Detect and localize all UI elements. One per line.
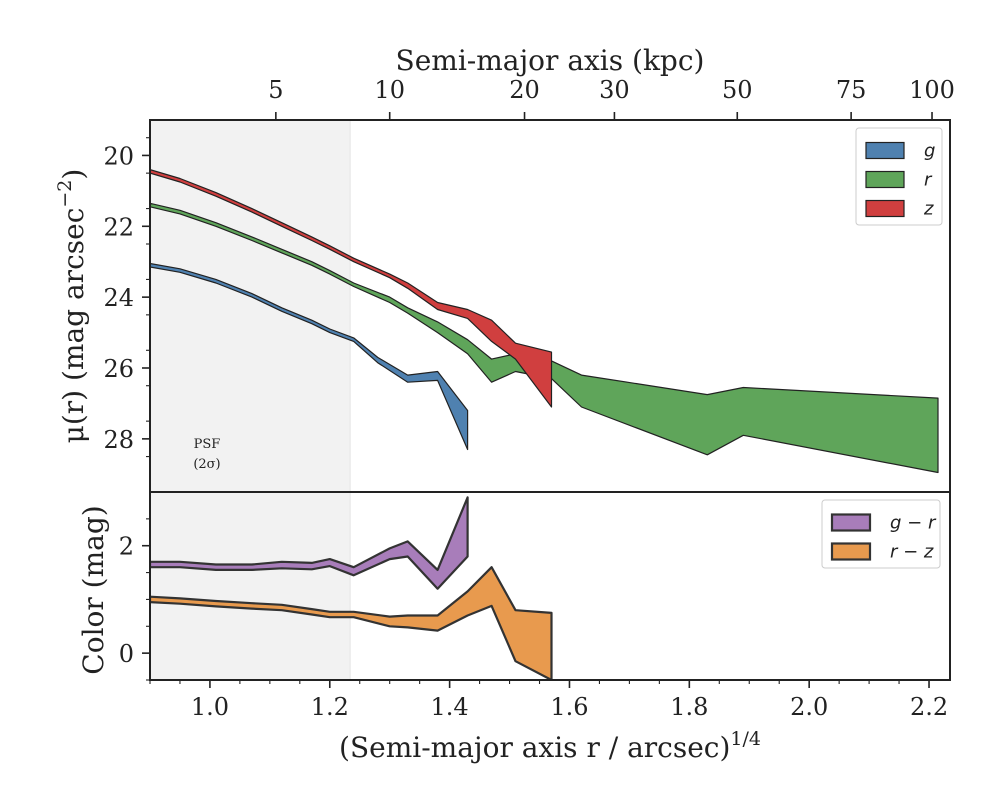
psf-sublabel: (2σ) [193,457,220,472]
psf-label: PSF [194,437,221,452]
top-tick-label: 20 [509,76,540,104]
legend-label-r: r [924,170,933,191]
x-tick-label: 1.2 [311,693,349,721]
top-tick-label: 50 [722,76,753,104]
y-tick-label: 22 [103,213,134,241]
surface-brightness-bands [150,169,939,474]
band-r-z [150,566,553,680]
top-tick-label: 10 [374,76,405,104]
y-axis-title-top: μ(r) (mag arcsec−2) [54,169,90,444]
y-tick-label: 24 [103,284,134,312]
y-axis-title-text: μ(r) (mag arcsec [57,208,90,444]
y-axis-title-close: ) [57,169,90,180]
y-tick-label: 28 [103,426,134,454]
legend-label-g-r: g − r [890,513,937,534]
axis-ticks: 1.0 1.2 1.4 1.6 1.8 2.0 2.25 10 20 30 50 75 10020222… [103,76,954,721]
legend-swatch-r [865,170,905,189]
color-bands [150,496,553,680]
band-g-r [150,496,469,590]
legend-label-g: g [924,141,935,162]
y-tick-label: 26 [103,355,134,383]
y-tick-label: 20 [103,142,134,170]
y-axis-title-bottom: Color (mag) [77,505,110,674]
top-tick-label: 100 [909,76,955,104]
psf-region-bottom [150,492,351,680]
legend-label-z: z [923,199,934,220]
bottom-panel-frame [149,491,951,681]
x-tick-label: 1.8 [670,693,708,721]
x-tick-label: 1.0 [191,693,229,721]
band-g [150,262,469,451]
x-tick-label: 2.0 [790,693,828,721]
psf-region-top [150,120,351,492]
legend-label-r-z: r − z [890,542,934,563]
color-y-tick-label: 2 [119,533,134,561]
top-tick-label: 30 [599,76,630,104]
x-axis-title: (Semi-major axis r / arcsec)1/4 [339,728,761,764]
top-tick-label: 75 [836,76,867,104]
legend-swatch-g-r [830,513,872,532]
x-axis-title-open: (Semi-major axis r / arcsec) [339,731,730,764]
x-axis-title-exponent: 1/4 [730,728,761,750]
y-axis-title-exponent: −2 [54,180,76,208]
band-z [150,169,553,408]
top-tick-label: 5 [268,76,283,104]
top-axis-title: Semi-major axis (kpc) [396,44,705,77]
x-tick-label: 2.2 [910,693,948,721]
color-y-tick-label: 0 [119,640,134,668]
legend-bottom: g − r r − z [821,499,941,569]
legend-swatch-z [865,199,905,218]
legend-top: grz [855,127,943,226]
psf-region [150,120,351,680]
x-tick-label: 1.6 [550,693,588,721]
x-tick-label: 1.4 [431,693,469,721]
legend-swatch-r-z [830,542,872,561]
band-r [150,202,939,474]
legend-swatch-g [865,141,905,160]
